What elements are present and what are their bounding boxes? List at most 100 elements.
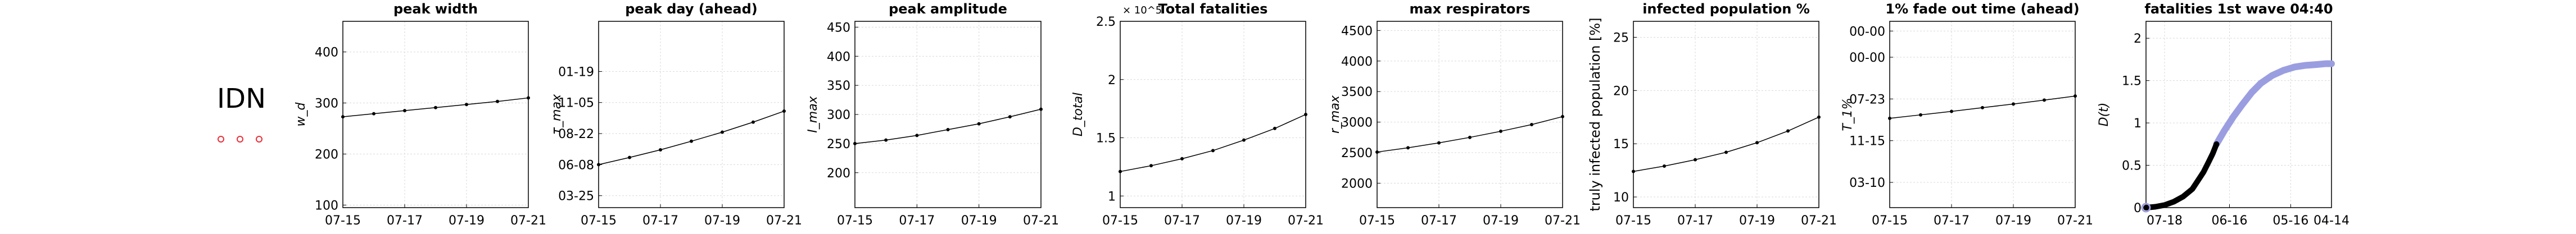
y-tick-label: 00-00: [1849, 25, 1885, 39]
y-tick-label: 11-05: [558, 97, 594, 111]
y-tick-label: 2: [1108, 74, 1116, 88]
x-tick-label: 07-21: [766, 214, 802, 228]
y-tick-label: 2000: [1341, 177, 1373, 191]
data-point: [1786, 129, 1790, 133]
y-tick-label: 3000: [1341, 116, 1373, 130]
y-tick-label: 4000: [1341, 55, 1373, 69]
x-tick-label: 07-17: [642, 214, 678, 228]
x-tick-label: 07-15: [1102, 214, 1138, 228]
y-tick-label: 0: [2134, 201, 2142, 215]
series-line: [1120, 114, 1306, 172]
x-tick-label: 07-21: [1288, 214, 1324, 228]
data-point: [690, 139, 693, 143]
y-tick-label: 11-15: [1849, 135, 1885, 149]
chart-title: 1% fade out time (ahead): [1885, 1, 2079, 17]
data-point: [977, 122, 981, 126]
data-point: [1468, 135, 1472, 139]
chart-panel-8: 0 0.5 1 1.5 2 07-18 06-16 05-16 04-14 fatalities …: [2097, 1, 2349, 228]
x-tick-label: 04-14: [2314, 214, 2349, 228]
x-tick-label: 07-17: [1421, 214, 1457, 228]
chart-panel-2: 03-25 06-08 08-22 11-05 01-19 07-15 07-17 07-19…: [550, 1, 802, 228]
y-axis-label: D(t): [2097, 103, 2111, 127]
data-point: [628, 155, 631, 159]
x-tick-label: 07-21: [510, 214, 546, 228]
data-point: [1406, 146, 1410, 150]
plot-frame: [342, 21, 529, 208]
x-tick-label: 07-19: [961, 214, 997, 228]
series-line: [2143, 141, 2220, 210]
data-point: [1008, 115, 1012, 119]
data-point: [1149, 164, 1153, 168]
data-point: [1211, 149, 1215, 153]
y-tick-label: 03-10: [1849, 176, 1885, 190]
marker-circle: [237, 136, 243, 143]
chart-panel-4: 1 1.5 2 2.5 07-15 07-17 07-19 07-21 Total fatali…: [1071, 1, 1324, 228]
chart-title: peak amplitude: [889, 1, 1007, 17]
data-point: [721, 130, 724, 134]
y-tick-label: 200: [827, 167, 850, 181]
y-axis-label: T_1%: [1841, 98, 1855, 131]
chart-title: max respirators: [1410, 1, 1531, 17]
plot-frame: [2145, 21, 2332, 208]
y-tick-label: 300: [827, 108, 850, 122]
y-tick-label: 250: [827, 137, 850, 152]
y-tick-label: 1.5: [2122, 75, 2142, 89]
data-point: [597, 163, 600, 167]
y-tick-label: 200: [315, 148, 338, 162]
chart-panel-1: 100 200 300 400 07-15 07-17 07-19 07-21 peak wid…: [294, 1, 546, 228]
data-point: [527, 96, 530, 100]
y-tick-label: 450: [827, 21, 850, 35]
chart-title: peak day (ahead): [625, 1, 757, 17]
x-tick-label: 07-15: [1872, 214, 1908, 228]
data-point: [2043, 98, 2046, 102]
marker-circles: [218, 136, 262, 143]
marker-circle: [218, 136, 224, 143]
y-tick-label: 15: [1613, 137, 1629, 152]
data-point: [2012, 102, 2015, 106]
data-point: [1663, 164, 1666, 168]
y-axis-label: I_max: [806, 95, 820, 132]
plot-frame: [1889, 21, 2076, 208]
y-axis-label: w_d: [294, 102, 308, 126]
data-point: [1817, 115, 1821, 119]
data-point: [1919, 113, 1922, 117]
x-tick-label: 07-19: [1739, 214, 1775, 228]
chart-title: fatalities 1st wave 04:40: [2144, 1, 2333, 17]
data-point: [1561, 114, 1564, 118]
y-tick-label: 08-22: [558, 127, 594, 141]
y-tick-label: 3500: [1341, 85, 1373, 99]
plot-frame: [854, 21, 1042, 208]
y-tick-label: 1.5: [1096, 132, 1116, 146]
data-point: [946, 127, 950, 131]
data-point: [496, 99, 499, 103]
y-tick-label: 07-23: [1849, 93, 1885, 107]
x-tick-label: 07-21: [1801, 214, 1837, 228]
y-tick-label: 2500: [1341, 146, 1373, 160]
data-point: [1530, 122, 1533, 126]
y-tick-label: 300: [315, 97, 338, 111]
y-tick-label: 4500: [1341, 24, 1373, 38]
y-tick-label: 03-25: [558, 190, 594, 204]
chart-panel-5: 2000 2500 3000 3500 4000 4500 07-15 07-17 07-19 0…: [1328, 1, 1581, 228]
x-tick-label: 06-16: [2212, 214, 2248, 228]
chart-title: peak width: [393, 1, 478, 17]
data-point: [1499, 129, 1502, 133]
x-tick-label: 05-16: [2272, 214, 2308, 228]
y-tick-label: 10: [1613, 191, 1629, 205]
data-point: [1273, 126, 1276, 130]
y-tick-label: 400: [315, 46, 338, 60]
series-line: [2213, 60, 2335, 148]
data-point: [915, 134, 919, 137]
x-tick-label: 07-19: [1226, 214, 1262, 228]
y-tick-label: 25: [1613, 31, 1629, 45]
x-tick-label: 07-21: [1545, 214, 1581, 228]
x-tick-label: 07-19: [1995, 214, 2031, 228]
y-tick-label: 1: [2134, 117, 2142, 131]
start-marker: [2141, 203, 2151, 213]
y-tick-label: 06-08: [558, 158, 594, 172]
data-point: [1694, 158, 1697, 162]
x-tick-label: 07-17: [1164, 214, 1200, 228]
x-tick-label: 07-19: [1483, 214, 1519, 228]
y-tick-label: 2.5: [1096, 15, 1116, 29]
